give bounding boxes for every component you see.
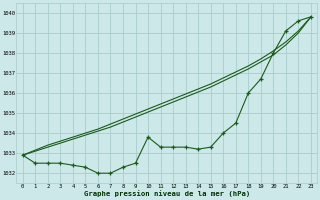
X-axis label: Graphe pression niveau de la mer (hPa): Graphe pression niveau de la mer (hPa) (84, 190, 250, 197)
